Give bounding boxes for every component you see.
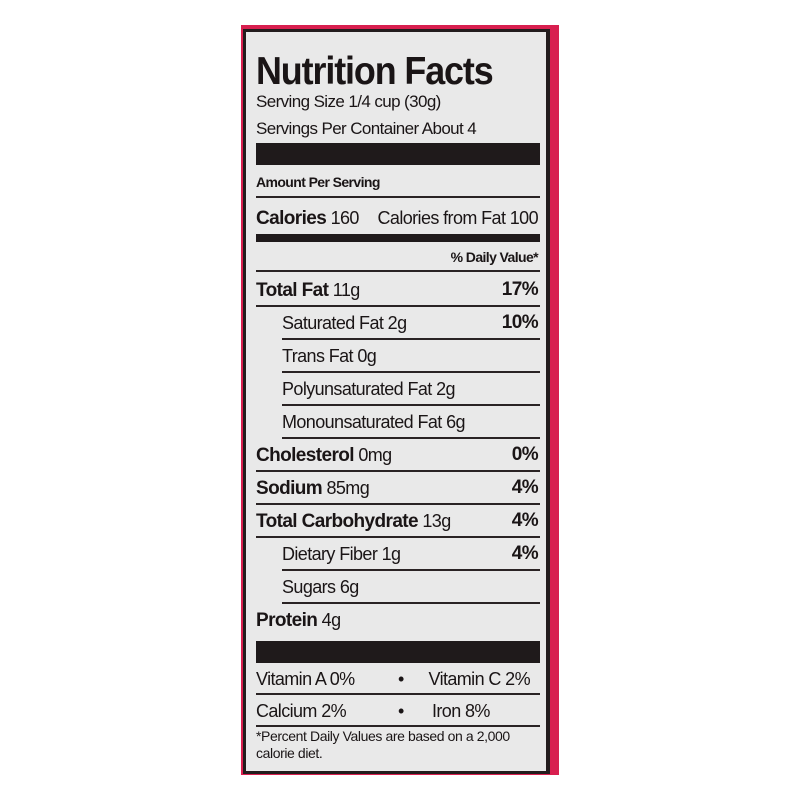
nutrient-row: Monounsaturated Fat 6g — [282, 406, 540, 439]
nutrient-amount: 2g — [387, 313, 407, 333]
footnote-line: *Percent Daily Values are based on a 2,0… — [256, 728, 510, 744]
nutrient-row: Polyunsaturated Fat 2g — [282, 373, 540, 406]
nutrient-name: Dietary Fiber — [282, 544, 378, 564]
nutrient-name: Sodium — [256, 478, 323, 499]
nutrient-name: Total Carbohydrate — [256, 511, 419, 532]
footnote-line: calorie diet. — [256, 745, 323, 761]
vitamin-left: Vitamin A 0% — [256, 669, 355, 689]
separator-dot: • — [398, 669, 404, 689]
servings-per-container: Servings Per Container About 4 — [256, 119, 477, 138]
vitamin-right: Vitamin C 2% — [428, 669, 530, 689]
nutrient-name: Cholesterol — [256, 445, 355, 466]
nutrient-row: Protein 4g — [256, 604, 540, 635]
daily-value-header: % Daily Value* — [450, 249, 539, 265]
nutrient-name: Polyunsaturated Fat — [282, 379, 432, 399]
nutrient-amount: 2g — [436, 379, 455, 399]
nutrient-daily-value: 4% — [511, 477, 539, 498]
nutrient-row: Trans Fat 0g — [282, 340, 540, 373]
serving-size: Serving Size 1/4 cup (30g) — [256, 92, 441, 111]
nutrient-row: Total Carbohydrate 13g 4% — [256, 505, 540, 538]
vitamin-row: Calcium 2% • Iron 8% — [256, 695, 540, 727]
calories-value: 160 — [330, 208, 360, 228]
nutrient-row: Total Fat 11g 17% — [256, 274, 540, 307]
nutrient-name: Monounsaturated Fat — [282, 412, 442, 432]
nutrient-daily-value: 4% — [511, 510, 539, 531]
nutrient-rows: Total Fat 11g 17% Saturated Fat 2g 10% Trans… — [256, 274, 540, 635]
nutrient-name: Total Fat — [256, 280, 329, 301]
divider — [256, 270, 540, 272]
nutrient-amount: 6g — [339, 577, 359, 597]
nutrient-amount: 0mg — [358, 445, 392, 465]
nutrient-row: Saturated Fat 2g 10% — [282, 307, 540, 340]
vitamin-left: Calcium 2% — [256, 701, 347, 721]
nutrient-daily-value: 4% — [511, 543, 539, 564]
nutrient-daily-value: 17% — [501, 279, 539, 300]
thick-divider — [256, 143, 540, 165]
calories-label: Calories — [256, 208, 327, 229]
calories-row: Calories 160 Calories from Fat 100 — [256, 208, 540, 230]
nutrient-row: Dietary Fiber 1g 4% — [282, 538, 540, 571]
medium-divider — [256, 234, 540, 242]
nutrition-label: Nutrition Facts Serving Size 1/4 cup (30… — [243, 29, 550, 774]
nutrient-amount: 1g — [381, 544, 401, 564]
nutrient-amount: 4g — [321, 610, 341, 630]
nutrient-daily-value: 10% — [501, 312, 539, 333]
nutrient-row: Cholesterol 0mg 0% — [256, 439, 540, 472]
nutrient-row: Sugars 6g — [282, 571, 540, 604]
nutrient-daily-value: 0% — [511, 444, 539, 465]
nutrient-amount: 13g — [422, 511, 451, 531]
label-title: Nutrition Facts — [256, 50, 494, 93]
nutrient-name: Saturated Fat — [282, 313, 384, 333]
calories-from-fat: Calories from Fat 100 — [377, 208, 539, 228]
divider — [256, 196, 540, 198]
nutrient-name: Trans Fat — [282, 346, 354, 366]
vitamin-row: Vitamin A 0% • Vitamin C 2% — [256, 663, 540, 695]
nutrient-amount: 85mg — [326, 478, 370, 498]
thick-divider — [256, 641, 540, 663]
amount-per-serving: Amount Per Serving — [256, 174, 380, 190]
nutrient-amount: 11g — [332, 280, 361, 300]
vitamin-right: Iron 8% — [432, 701, 490, 721]
nutrient-row: Sodium 85mg 4% — [256, 472, 540, 505]
nutrient-amount: 0g — [357, 346, 377, 366]
nutrient-name: Sugars — [282, 577, 336, 597]
footnote: *Percent Daily Values are based on a 2,0… — [256, 728, 510, 762]
nutrient-amount: 6g — [446, 412, 465, 432]
separator-dot: • — [398, 701, 404, 721]
nutrient-name: Protein — [256, 610, 318, 631]
